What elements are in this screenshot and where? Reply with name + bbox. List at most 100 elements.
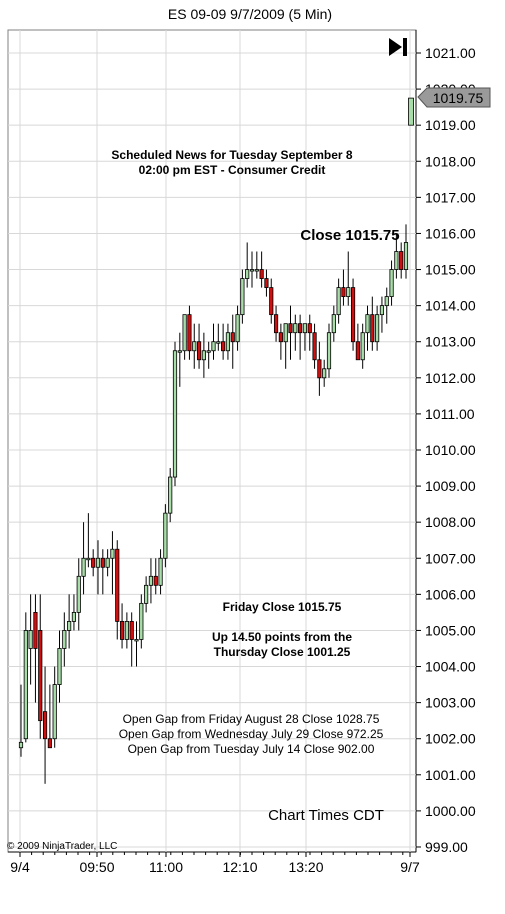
x-tick-label: 12:10 (222, 859, 257, 875)
candle-body (139, 602, 144, 640)
candle-body (240, 278, 245, 316)
candle-body (379, 305, 385, 316)
candle-body (148, 575, 154, 586)
candle-body (221, 341, 226, 352)
candle-body (264, 278, 269, 288)
x-tick-label: 13:20 (288, 859, 323, 875)
candle-body (57, 648, 62, 685)
candle-body (76, 575, 81, 613)
candle-body (307, 323, 312, 334)
last-price-value: 1019.75 (433, 90, 484, 106)
candle-body (283, 323, 288, 343)
y-tick-label: 1014.00 (425, 298, 476, 314)
y-tick-label: 1005.00 (425, 622, 476, 638)
candle-body (288, 323, 293, 334)
candle-body (67, 621, 72, 631)
candle-body (18, 741, 24, 749)
candle-body (153, 575, 158, 586)
candle-body (216, 341, 221, 344)
candle-body (384, 296, 389, 307)
candle-body (365, 314, 370, 334)
news-line-2: 02:00 pm EST - Consumer Credit (139, 163, 326, 177)
candle-body (312, 332, 317, 361)
candle-body (408, 97, 414, 126)
x-tick-label: 09:50 (79, 859, 114, 875)
candle-body (355, 341, 360, 361)
candle-body (196, 341, 202, 361)
chart-times-label: Chart Times CDT (268, 807, 384, 824)
y-tick-label: 999.00 (425, 839, 468, 855)
candle-body (399, 251, 404, 270)
x-axis: 9/4 09:50 11:00 12:10 13:20 9/7 (10, 852, 420, 875)
candle-body (182, 314, 187, 352)
candle-body (119, 621, 125, 640)
candle-body (259, 269, 264, 279)
friday-close-label: Friday Close 1015.75 (223, 600, 342, 614)
candle-body (230, 332, 235, 343)
candle-body (201, 350, 206, 361)
candle-body (168, 476, 173, 514)
candle-body (302, 323, 308, 334)
candle-body (95, 557, 101, 568)
candle-body (245, 269, 250, 279)
candle-body (394, 251, 399, 270)
candle-body (370, 314, 375, 343)
candle-body (403, 242, 409, 270)
open-gap-line-3: Open Gap from Tuesday July 14 Close 902.… (128, 742, 375, 756)
y-tick-label: 1003.00 (425, 695, 476, 711)
candle-body (206, 350, 211, 353)
candle-body (47, 738, 52, 749)
candle-body (52, 684, 57, 740)
candle-body (86, 557, 91, 561)
candle-body (326, 332, 332, 370)
y-tick-label: 1018.00 (425, 153, 476, 169)
candle-body (331, 314, 336, 334)
candle-body (172, 350, 178, 478)
candle-body (254, 269, 259, 272)
candles (18, 97, 414, 784)
y-tick-label: 1001.00 (425, 767, 476, 783)
news-line-1: Scheduled News for Tuesday September 8 (111, 148, 353, 162)
y-tick-label: 1010.00 (425, 442, 476, 458)
candle-body (298, 323, 303, 334)
candle-body (42, 711, 48, 740)
y-tick-label: 1006.00 (425, 586, 476, 602)
x-tick-label: 9/7 (400, 859, 420, 875)
candle-body (91, 557, 96, 568)
candle-body (105, 557, 110, 568)
candle-body (225, 332, 231, 352)
last-price-tag (417, 87, 491, 108)
y-tick-label: 1021.00 (425, 45, 476, 61)
candle-body (360, 332, 365, 361)
y-tick-label: 1008.00 (425, 514, 476, 530)
candle-body (293, 323, 298, 334)
last-price-marker: 1019.75 (417, 87, 491, 108)
close-label: Close 1015.75 (300, 227, 399, 244)
y-tick-label: 1000.00 (425, 803, 476, 819)
play-icon (389, 38, 402, 56)
skip-to-end-button[interactable] (384, 34, 410, 60)
candle-body (375, 314, 380, 343)
copyright-label: © 2009 NinjaTrader, LLC (7, 841, 117, 852)
candle-body (158, 557, 163, 586)
candle-body (33, 611, 38, 649)
open-gap-line-1: Open Gap from Friday August 28 Close 102… (123, 712, 380, 726)
up-points-line-2: Thursday Close 1001.25 (214, 645, 351, 659)
candle-body (350, 287, 356, 343)
candle-body (134, 639, 139, 642)
y-tick-label: 1015.00 (425, 262, 476, 278)
candle-body (341, 287, 346, 298)
y-tick-label: 1012.00 (425, 370, 476, 386)
x-tick-label: 11:00 (149, 859, 183, 875)
candle-body (110, 548, 115, 559)
y-axis: 1021.001020.001019.001018.001017.001016.… (416, 45, 476, 855)
candle-body (62, 630, 67, 649)
up-points-line-1: Up 14.50 points from the (212, 630, 352, 644)
y-tick-label: 1004.00 (425, 659, 476, 675)
candle-body (177, 350, 182, 353)
chart-title: ES 09-09 9/7/2009 (5 Min) (168, 6, 332, 22)
y-tick-label: 1007.00 (425, 550, 476, 566)
candle-body (81, 557, 86, 577)
candle-body (129, 621, 134, 640)
